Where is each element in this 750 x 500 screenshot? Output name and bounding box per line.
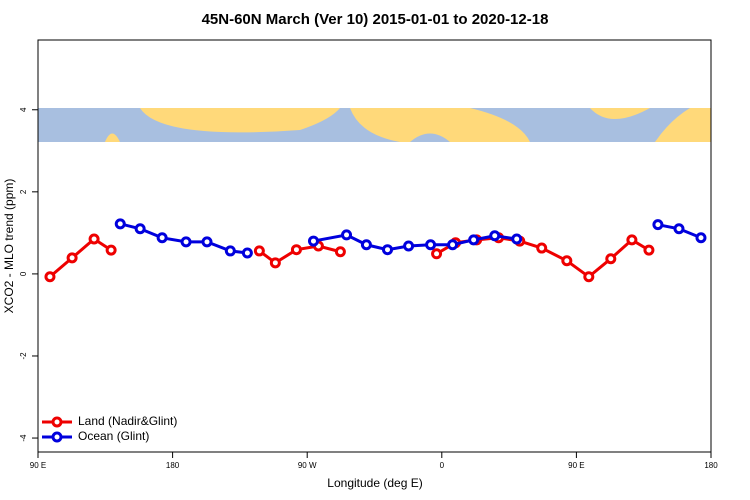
point (382, 244, 394, 256)
point (269, 257, 281, 269)
point (156, 232, 168, 244)
point (605, 253, 617, 265)
x-axis-label: Longitude (deg E) (327, 476, 422, 490)
y-tick-label: -4 (19, 434, 28, 442)
point (88, 233, 100, 245)
point (561, 255, 573, 267)
point (105, 244, 117, 256)
x-tick-label: 90 E (568, 461, 584, 470)
legend-marker (51, 431, 63, 443)
point (583, 271, 595, 283)
legend-marker (51, 416, 63, 428)
point (360, 239, 372, 251)
point (307, 235, 319, 247)
point (431, 248, 443, 260)
point (341, 229, 353, 241)
point (290, 244, 302, 256)
legend-label: Ocean (Glint) (78, 429, 149, 443)
point (201, 236, 213, 248)
map-band (38, 108, 711, 142)
x-tick-label: 90 E (30, 461, 46, 470)
plot-frame (37, 39, 712, 453)
point (536, 242, 548, 254)
point (44, 271, 56, 283)
point (626, 234, 638, 246)
point (468, 234, 480, 246)
point (334, 246, 346, 258)
point (447, 239, 459, 251)
point (403, 240, 415, 252)
x-tick-label: 0 (440, 461, 445, 470)
y-axis-label: XCO2 - MLO trend (ppm) (2, 179, 16, 314)
y-tick-label: -2 (19, 352, 28, 360)
point (114, 218, 126, 230)
y-tick-label: 4 (19, 107, 28, 112)
point (673, 223, 685, 235)
map-ocean (38, 108, 711, 142)
point (180, 236, 192, 248)
y-tick-label: 2 (19, 189, 28, 194)
point (253, 245, 265, 257)
x-tick-label: 180 (704, 461, 718, 470)
point (241, 247, 253, 259)
point (66, 252, 78, 264)
x-tick-label: 180 (166, 461, 180, 470)
point (489, 230, 501, 242)
point (643, 244, 655, 256)
point (134, 223, 146, 235)
point (511, 233, 523, 245)
legend-label: Land (Nadir&Glint) (78, 414, 177, 428)
point (652, 219, 664, 231)
point (425, 239, 437, 251)
y-tick-label: 0 (19, 271, 28, 276)
x-tick-label: 90 W (298, 461, 317, 470)
series-line (48, 236, 650, 279)
point (224, 245, 236, 257)
point (695, 232, 707, 244)
chart-title: 45N-60N March (Ver 10) 2015-01-01 to 202… (202, 11, 549, 28)
